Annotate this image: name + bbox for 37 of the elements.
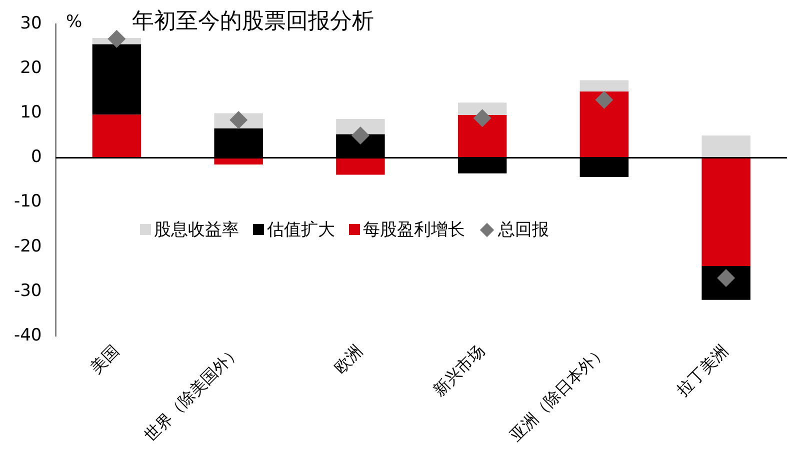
chart-title: 年初至今的股票回报分析 (132, 8, 374, 36)
legend-label: 估值扩大 (267, 219, 335, 241)
x-tick-label: 亚洲（除日本外） (506, 341, 610, 445)
point (351, 126, 370, 145)
bar (214, 158, 263, 164)
y-tick-label: 30 (20, 14, 42, 34)
bar (580, 91, 629, 158)
bar (92, 114, 142, 158)
point (230, 110, 248, 129)
x-tick-label: 拉丁美洲 (673, 341, 732, 400)
point (595, 90, 614, 109)
y-tick-label: -20 (14, 236, 42, 256)
point (473, 109, 492, 128)
legend-label: 股息收益率 (154, 219, 239, 241)
bar (702, 266, 750, 300)
bar (580, 80, 629, 92)
x-tick-label: 欧洲 (330, 341, 366, 378)
y-tick-label: 0 (30, 147, 42, 168)
y-tick-label: -10 (14, 192, 42, 212)
x-tick-label: 美国 (86, 341, 122, 378)
y-tick-label: -40 (14, 325, 42, 346)
x-tick-label: 世界（除美国外） (140, 341, 244, 445)
bar (702, 158, 750, 266)
bar (336, 158, 385, 175)
point (108, 30, 126, 48)
bar (458, 115, 507, 158)
x-tick-label: 新兴市场 (429, 341, 488, 400)
y-tick-label: 20 (20, 58, 42, 78)
bar (92, 44, 142, 115)
y-tick-label: -30 (14, 280, 42, 301)
legend-label: 总回报 (498, 219, 549, 241)
bar (458, 102, 507, 116)
y-axis-title: % (66, 12, 82, 32)
y-tick-label: 10 (20, 102, 42, 123)
legend-label: 每股盈利增长 (363, 219, 465, 241)
bar (702, 136, 750, 158)
bar (336, 119, 385, 134)
